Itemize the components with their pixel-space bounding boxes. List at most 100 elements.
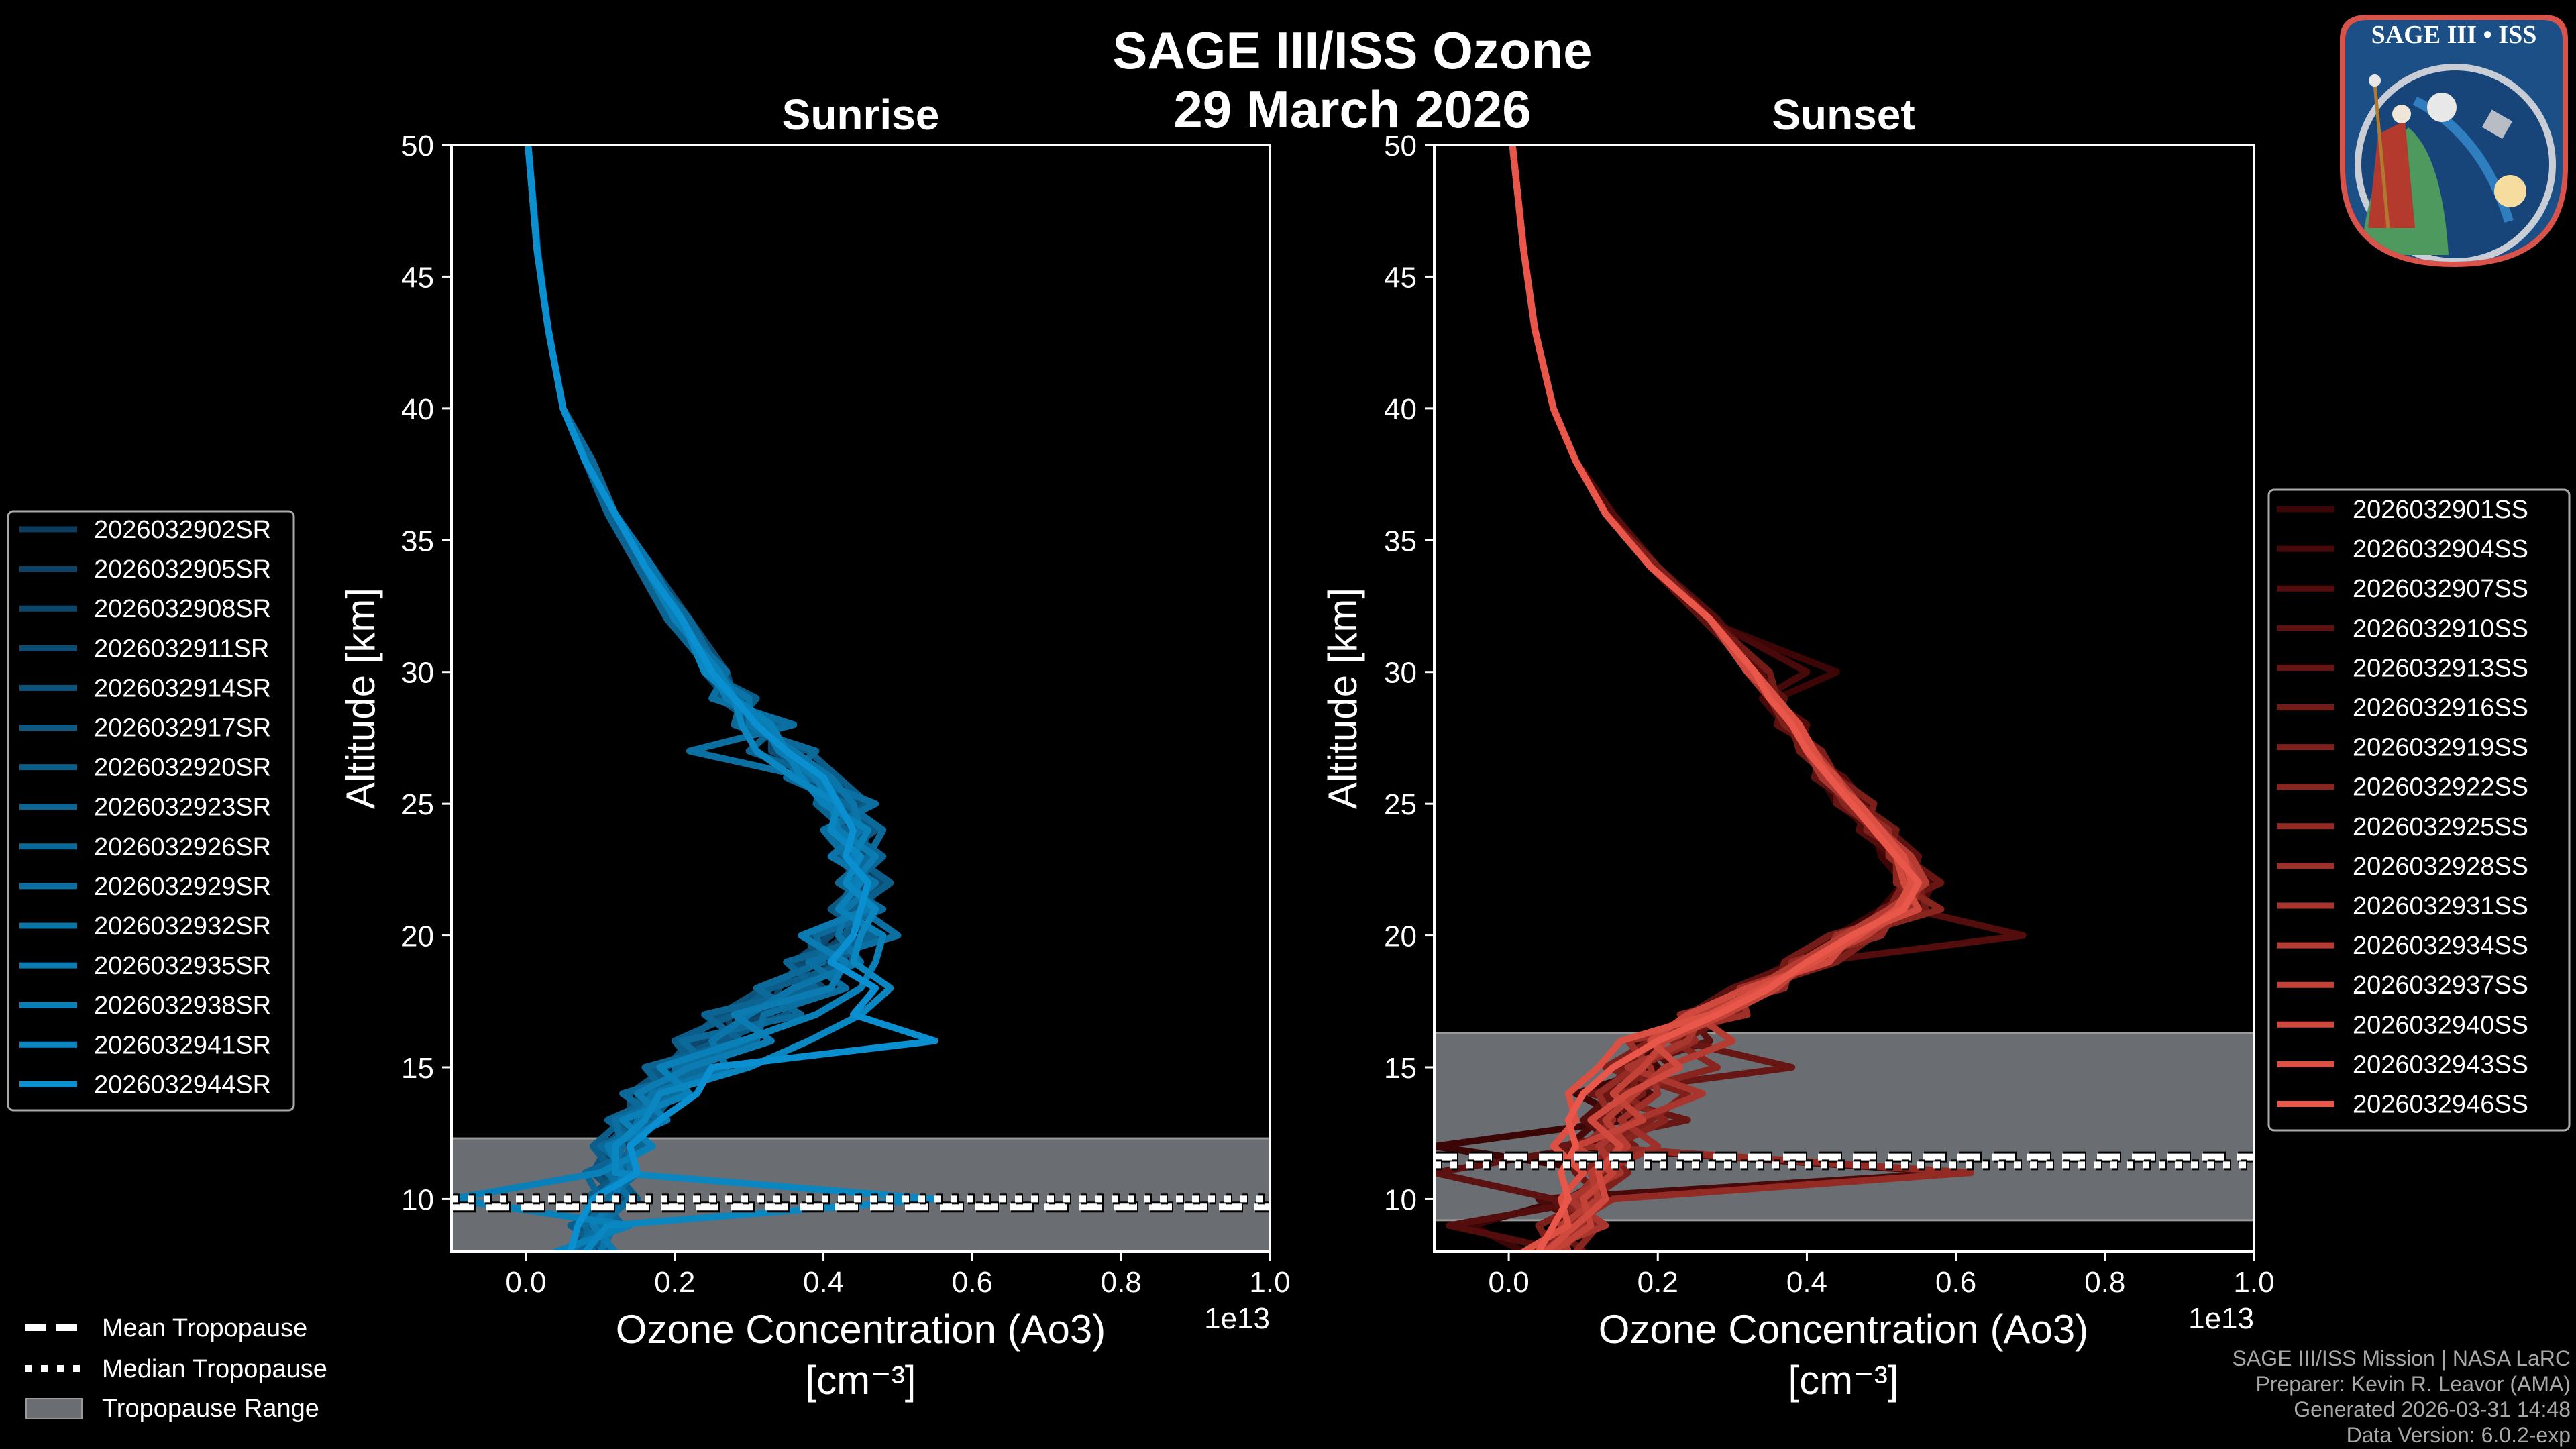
legend-label: 2026032928SS — [2353, 853, 2528, 881]
sunset-x-axis-label: Ozone Concentration (Ao3) — [1599, 1307, 2088, 1352]
legend-label: 2026032905SR — [94, 555, 271, 584]
y-tick-label: 15 — [401, 1052, 434, 1085]
x-tick-label: 0.4 — [1786, 1266, 1827, 1299]
sunset-x-multiplier: 1e13 — [2188, 1302, 2254, 1335]
y-tick-label: 45 — [1384, 261, 1417, 294]
footer-data-version: Data Version: 6.0.2-exp — [2347, 1423, 2571, 1447]
y-tick-label: 40 — [401, 393, 434, 426]
legend-label: 2026032931SS — [2353, 892, 2528, 920]
legend-label: 2026032920SR — [94, 754, 271, 782]
sunrise-x-axis-units: [cm⁻³] — [806, 1358, 916, 1403]
legend-label: 2026032940SS — [2353, 1011, 2528, 1039]
legend-label: 2026032917SR — [94, 714, 271, 743]
legend-label: 2026032944SR — [94, 1071, 271, 1099]
sunrise-plot: 0.0 0.2 0.4 0.6 0.8 1.0 10 15 20 25 30 35 40 45 50 — [401, 129, 1291, 1299]
sunset-legend: 2026032901SS 2026032904SS 2026032907SS 2026… — [2267, 488, 2571, 1132]
y-tick-label: 30 — [401, 657, 434, 690]
legend-label: 2026032932SR — [94, 912, 271, 941]
legend-label: 2026032907SS — [2353, 575, 2528, 603]
x-tick-label: 0.6 — [1935, 1266, 1976, 1299]
sunset-plot: 0.0 0.2 0.4 0.6 0.8 1.0 10 15 20 25 30 35 40 45 50 — [1384, 129, 2275, 1299]
x-tick-label: 0.0 — [1489, 1266, 1529, 1299]
x-tick-label: 1.0 — [1249, 1266, 1290, 1299]
legend-label: 2026032926SR — [94, 833, 271, 861]
sunrise-x-multiplier: 1e13 — [1204, 1302, 1270, 1335]
sunset-legend-frame — [2267, 488, 2571, 1132]
y-tick-label: 10 — [1384, 1183, 1417, 1216]
footer-mission: SAGE III/ISS Mission | NASA LaRC — [2233, 1346, 2571, 1371]
legend-label: 2026032913SS — [2353, 654, 2528, 682]
footer-credits: SAGE III/ISS Mission | NASA LaRC Prepare… — [2233, 1346, 2571, 1447]
legend-label: 2026032935SR — [94, 952, 271, 980]
legend-label: 2026032916SS — [2353, 694, 2528, 722]
y-tick-label: 35 — [401, 525, 434, 557]
sunset-axes-frame — [1433, 144, 2255, 1253]
legend-label: 2026032923SR — [94, 794, 271, 822]
x-tick-label: 0.8 — [2084, 1266, 2125, 1299]
sage-iii-iss-mission-logo: SAGE III • ISS — [2340, 15, 2568, 267]
y-tick-label: 20 — [401, 920, 434, 953]
y-tick-label: 25 — [401, 788, 434, 821]
footer-preparer: Preparer: Kevin R. Leavor (AMA) — [2256, 1372, 2571, 1396]
logo-title: SAGE III • ISS — [2371, 21, 2537, 49]
sunrise-y-axis-label: Altitude [km] — [338, 588, 383, 809]
x-tick-label: 1.0 — [2233, 1266, 2274, 1299]
tropopause-range-swatch — [25, 1398, 83, 1419]
x-tick-label: 0.8 — [1101, 1266, 1142, 1299]
y-tick-label: 50 — [1384, 129, 1417, 162]
x-tick-label: 0.2 — [654, 1266, 695, 1299]
legend-label: 2026032910SS — [2353, 614, 2528, 643]
tropopause-legend: Mean Tropopause Median Tropopause Tropop… — [25, 1314, 327, 1423]
sunset-profile-2026032946SS — [1509, 145, 1923, 1252]
y-tick-label: 15 — [1384, 1052, 1417, 1085]
legend-label: 2026032904SS — [2353, 535, 2528, 564]
legend-label: 2026032911SR — [94, 635, 269, 663]
sunrise-axes-frame — [450, 144, 1271, 1253]
sunrise-panel-title: Sunrise — [782, 91, 940, 139]
y-tick-label: 35 — [1384, 525, 1417, 557]
y-tick-label: 30 — [1384, 657, 1417, 690]
legend-label: 2026032925SS — [2353, 813, 2528, 841]
sunrise-profile-2026032923SR — [525, 145, 887, 1252]
x-tick-label: 0.0 — [505, 1266, 546, 1299]
legend-label: 2026032922SS — [2353, 773, 2528, 802]
sunrise-legend: 2026032902SR 2026032905SR 2026032908SR 2026… — [7, 510, 295, 1112]
legend-label: 2026032902SR — [94, 516, 271, 544]
footer-generated: Generated 2026-03-31 14:48 — [2294, 1397, 2571, 1421]
median-tropopause-label: Median Tropopause — [102, 1355, 327, 1383]
sunrise-profile-2026032929SR — [525, 145, 902, 1252]
sunrise-x-axis-label: Ozone Concentration (Ao3) — [616, 1307, 1106, 1352]
sunset-panel-title: Sunset — [1772, 91, 1915, 139]
sunrise-profile-2026032926SR — [525, 145, 887, 1252]
legend-label: 2026032943SS — [2353, 1051, 2528, 1079]
figure-date: 29 March 2026 — [1173, 80, 1531, 139]
sunrise-profile-2026032944SR — [525, 145, 938, 1252]
sunset-y-axis-label: Altitude [km] — [1320, 588, 1365, 809]
sunset-x-axis-units: [cm⁻³] — [1788, 1358, 1899, 1403]
legend-label: 2026032908SR — [94, 595, 271, 623]
legend-label: 2026032934SS — [2353, 932, 2528, 960]
sunrise-profile-2026032911SR — [525, 145, 887, 1252]
y-tick-label: 20 — [1384, 920, 1417, 953]
y-tick-label: 40 — [1384, 393, 1417, 426]
figure-title: SAGE III/ISS Ozone — [1112, 21, 1592, 80]
legend-label: 2026032914SR — [94, 674, 271, 702]
legend-label: 2026032919SS — [2353, 734, 2528, 762]
legend-label: 2026032937SS — [2353, 971, 2528, 1000]
x-tick-label: 0.2 — [1638, 1266, 1678, 1299]
y-tick-label: 25 — [1384, 788, 1417, 821]
legend-label: 2026032941SR — [94, 1031, 271, 1059]
y-tick-label: 45 — [401, 261, 434, 294]
legend-label: 2026032929SR — [94, 873, 271, 901]
tropopause-range-label: Tropopause Range — [102, 1395, 319, 1423]
mean-tropopause-label: Mean Tropopause — [102, 1314, 307, 1342]
y-tick-label: 10 — [401, 1183, 434, 1216]
x-tick-label: 0.4 — [803, 1266, 844, 1299]
legend-label: 2026032938SR — [94, 991, 271, 1020]
x-tick-label: 0.6 — [952, 1266, 993, 1299]
legend-label: 2026032946SS — [2353, 1091, 2528, 1119]
legend-label: 2026032901SS — [2353, 496, 2528, 524]
y-tick-label: 50 — [401, 129, 434, 162]
sunrise-legend-frame — [7, 510, 295, 1112]
